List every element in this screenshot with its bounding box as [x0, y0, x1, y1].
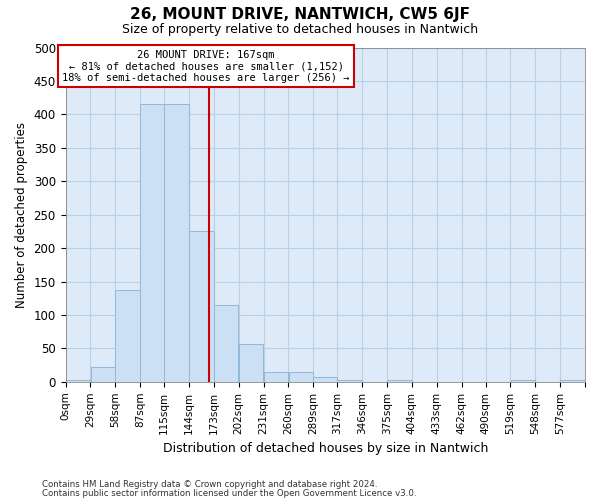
- Bar: [189, 232, 214, 382]
- Bar: [264, 372, 288, 382]
- Text: Contains public sector information licensed under the Open Government Licence v3: Contains public sector information licen…: [42, 488, 416, 498]
- Text: Contains HM Land Registry data © Crown copyright and database right 2024.: Contains HM Land Registry data © Crown c…: [42, 480, 377, 489]
- Text: Size of property relative to detached houses in Nantwich: Size of property relative to detached ho…: [122, 22, 478, 36]
- Bar: [66, 380, 90, 382]
- Bar: [91, 367, 115, 382]
- Bar: [115, 290, 140, 382]
- Bar: [214, 305, 238, 382]
- Bar: [313, 377, 337, 382]
- Bar: [140, 104, 164, 382]
- Y-axis label: Number of detached properties: Number of detached properties: [15, 122, 28, 308]
- Bar: [337, 380, 362, 382]
- Bar: [387, 380, 412, 382]
- X-axis label: Distribution of detached houses by size in Nantwich: Distribution of detached houses by size …: [163, 442, 488, 455]
- Bar: [289, 372, 313, 382]
- Text: 26, MOUNT DRIVE, NANTWICH, CW5 6JF: 26, MOUNT DRIVE, NANTWICH, CW5 6JF: [130, 8, 470, 22]
- Text: 26 MOUNT DRIVE: 167sqm
← 81% of detached houses are smaller (1,152)
18% of semi-: 26 MOUNT DRIVE: 167sqm ← 81% of detached…: [62, 50, 350, 82]
- Bar: [164, 104, 189, 382]
- Bar: [560, 380, 585, 382]
- Bar: [239, 344, 263, 382]
- Bar: [511, 380, 535, 382]
